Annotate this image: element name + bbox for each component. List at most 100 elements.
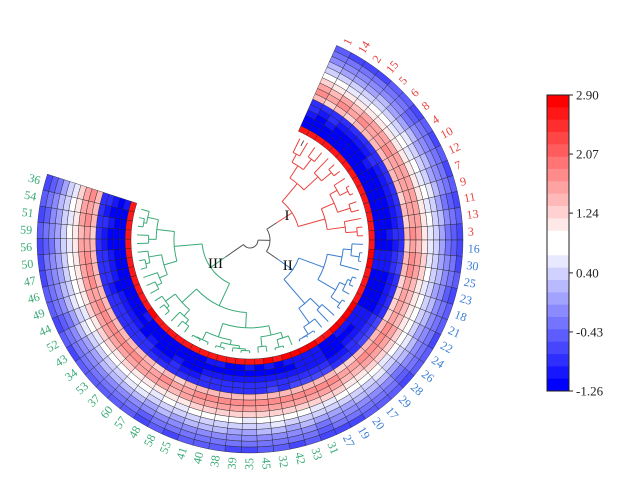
dendrogram-branch bbox=[161, 295, 170, 307]
heatmap-cell bbox=[386, 239, 393, 252]
dendrogram-branch bbox=[280, 332, 284, 339]
leaf-label: 1 bbox=[340, 36, 355, 48]
colorbar-band bbox=[547, 255, 569, 269]
leaf-label: 41 bbox=[173, 445, 190, 461]
colorbar-band bbox=[547, 243, 569, 256]
leaf-label: 53 bbox=[73, 379, 91, 397]
dendrogram-branch bbox=[156, 228, 175, 232]
heatmap-cell bbox=[42, 238, 50, 255]
leaf-label: 48 bbox=[126, 423, 144, 440]
heatmap-cell bbox=[243, 388, 256, 395]
dendrogram-branch bbox=[347, 185, 350, 188]
heatmap-cell bbox=[438, 224, 446, 241]
heatmap-cell bbox=[255, 398, 269, 407]
dendrogram-branch bbox=[330, 296, 341, 304]
heatmap-cell bbox=[255, 393, 269, 401]
colorbar-tick-label: 0.40 bbox=[576, 265, 599, 280]
dendrogram-branch bbox=[307, 152, 312, 158]
dendrogram-branch bbox=[161, 304, 165, 308]
dendrogram-branch bbox=[143, 209, 150, 212]
dendrogram-branch bbox=[289, 339, 293, 346]
colorbar-band bbox=[547, 169, 569, 182]
leaf-label: 49 bbox=[31, 306, 47, 323]
leaf-label: 40 bbox=[190, 450, 206, 465]
dendrogram-branch bbox=[345, 186, 348, 189]
colorbar-band bbox=[547, 304, 569, 318]
heatmap-cell bbox=[101, 238, 109, 251]
dendrogram-branch bbox=[140, 250, 149, 253]
leaf-label: 18 bbox=[453, 307, 469, 324]
heatmap-cell bbox=[374, 229, 381, 241]
heatmap-cell bbox=[124, 229, 132, 240]
heatmap-cell bbox=[386, 228, 393, 241]
dendrogram-branch bbox=[141, 208, 144, 211]
heatmap-cell bbox=[233, 369, 245, 377]
dendrogram-branch bbox=[329, 189, 338, 195]
leaf-label: 29 bbox=[396, 392, 414, 410]
heatmap-cell bbox=[234, 363, 245, 371]
leaf-label: 59 bbox=[20, 223, 33, 238]
heatmap-cell bbox=[72, 224, 79, 240]
dendrogram-branch bbox=[156, 282, 163, 286]
leaf-label: 43 bbox=[52, 352, 70, 370]
dendrogram-branch bbox=[143, 275, 148, 279]
heatmap-cell bbox=[242, 417, 257, 424]
dendrogram-branch bbox=[321, 202, 335, 210]
dendrogram-branch bbox=[257, 345, 267, 348]
dendrogram-branch bbox=[191, 334, 194, 338]
dendrogram-branch bbox=[276, 212, 293, 224]
heatmap-cell bbox=[242, 411, 257, 418]
dendrogram-branch bbox=[179, 311, 189, 321]
heatmap-cell bbox=[255, 410, 271, 418]
heatmap-cell bbox=[254, 375, 267, 383]
leaf-label: 50 bbox=[21, 257, 34, 272]
colorbar-band bbox=[547, 329, 569, 343]
heatmap-cell bbox=[232, 381, 245, 389]
dendrogram-branch bbox=[298, 307, 310, 324]
leaf-label: 44 bbox=[37, 322, 54, 340]
dendrogram-branch bbox=[266, 251, 279, 260]
heatmap-cell bbox=[450, 239, 458, 257]
heatmap-cell bbox=[409, 239, 417, 253]
heatmap-cell bbox=[60, 223, 68, 239]
leaf-label: 24 bbox=[429, 353, 447, 371]
heatmap-cell bbox=[432, 225, 440, 241]
dendrogram-branch bbox=[183, 309, 190, 317]
dendrogram-branch bbox=[345, 231, 358, 234]
dendrogram-branch bbox=[147, 216, 159, 221]
leaf-label: 26 bbox=[419, 367, 437, 385]
dendrogram-branch bbox=[283, 279, 306, 304]
heatmap-cell bbox=[230, 392, 244, 401]
leaf-label: 3 bbox=[468, 224, 475, 238]
leaf-label: 9 bbox=[458, 174, 468, 189]
cluster-label: III bbox=[208, 256, 223, 272]
leaf-label: 45 bbox=[259, 457, 274, 470]
dendrogram-branch bbox=[351, 193, 354, 195]
heatmap-cell bbox=[240, 446, 258, 454]
leaf-label: 37 bbox=[85, 391, 103, 409]
heatmap-cell bbox=[124, 238, 132, 249]
heatmap-cell bbox=[243, 382, 256, 389]
dendrogram-branch bbox=[337, 207, 351, 213]
heatmap-cell bbox=[83, 238, 91, 252]
heatmap-cell bbox=[241, 434, 258, 442]
heatmap-cell bbox=[42, 222, 50, 239]
heatmap-cell bbox=[403, 239, 411, 253]
dendrogram-branch bbox=[174, 243, 203, 247]
colorbar-band bbox=[547, 181, 569, 195]
heatmap-cell bbox=[66, 224, 74, 239]
heatmap-cell bbox=[83, 225, 91, 240]
dendrogram bbox=[137, 138, 363, 354]
dendrogram-branch bbox=[351, 285, 354, 287]
dendrogram-branch bbox=[185, 319, 189, 325]
dendrogram-branch bbox=[148, 254, 162, 258]
colorbar-band bbox=[547, 156, 569, 170]
dendrogram-branch bbox=[300, 140, 305, 147]
colorbar-band bbox=[547, 193, 569, 207]
heatmap-cell bbox=[254, 387, 268, 395]
dendrogram-branch bbox=[140, 259, 146, 261]
dendrogram-branch bbox=[144, 267, 147, 269]
heatmap-cell bbox=[241, 423, 257, 430]
leaf-label: 47 bbox=[23, 273, 37, 289]
dendrogram-branch bbox=[292, 147, 297, 153]
